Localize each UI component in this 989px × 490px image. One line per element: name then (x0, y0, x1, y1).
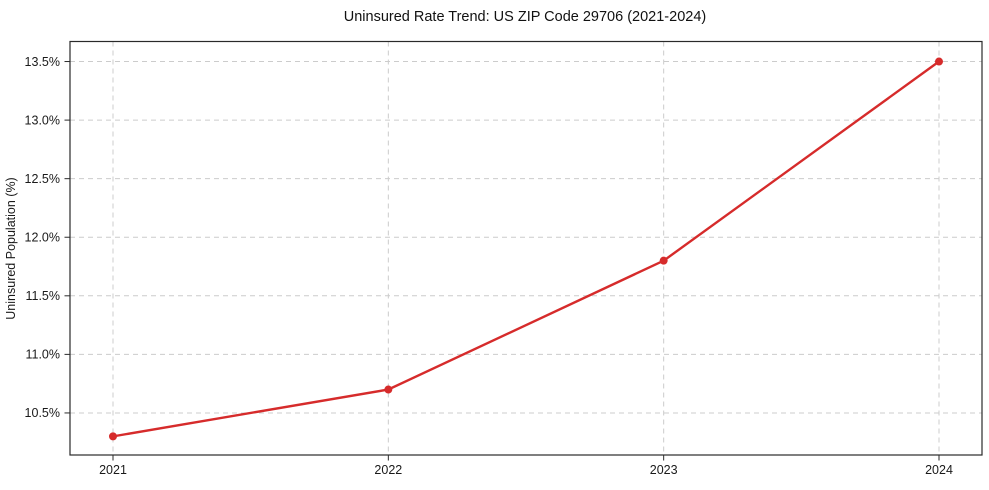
data-point (659, 256, 668, 265)
x-tick-label: 2024 (925, 463, 953, 477)
x-tick-label: 2023 (650, 463, 678, 477)
y-tick-label: 12.5% (25, 172, 60, 186)
series-line (111, 60, 941, 438)
x-tick-label: 2022 (374, 463, 402, 477)
plot-area: 10.5% 11.0% 11.5% 12.0% 12.5% 13.0% 13.5% 2021 2… (25, 40, 983, 477)
data-point (384, 385, 393, 394)
data-point (935, 57, 943, 66)
y-tick-label: 13.0% (25, 113, 60, 127)
x-tick-label: 2021 (99, 463, 127, 477)
y-tick-label: 10.5% (25, 406, 60, 420)
y-tick-label: 11.5% (25, 289, 60, 303)
plot-background (70, 41, 982, 455)
y-axis-label: Uninsured Population (%) (4, 177, 18, 319)
y-tick-label: 13.5% (25, 55, 60, 69)
y-tick-label: 11.0% (25, 348, 60, 362)
chart-title: Uninsured Rate Trend: US ZIP Code 29706 … (344, 9, 706, 25)
y-tick-label: 12.0% (25, 231, 60, 245)
data-point (109, 432, 117, 441)
axes-spines (69, 40, 983, 456)
